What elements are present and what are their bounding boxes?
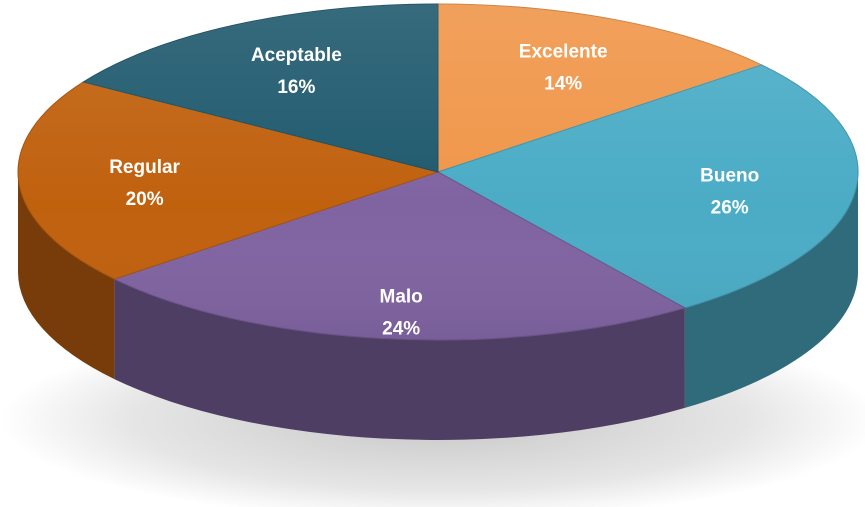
slice-value-excelente: 14% bbox=[544, 74, 582, 95]
slice-value-bueno: 26% bbox=[711, 197, 749, 218]
slice-label-malo: Malo bbox=[380, 286, 423, 307]
pie-labels: Excelente 14% Bueno 26% Malo 24% Regular 20% Ace… bbox=[109, 42, 759, 340]
slice-value-malo: 24% bbox=[382, 318, 420, 339]
slice-value-regular: 20% bbox=[126, 189, 164, 210]
slice-side-malo bbox=[114, 279, 685, 440]
slice-label-excelente: Excelente bbox=[519, 42, 608, 63]
slice-label-aceptable: Aceptable bbox=[251, 45, 342, 66]
slice-label-bueno: Bueno bbox=[700, 165, 759, 186]
slice-label-regular: Regular bbox=[109, 157, 180, 178]
slice-value-aceptable: 16% bbox=[277, 77, 315, 98]
